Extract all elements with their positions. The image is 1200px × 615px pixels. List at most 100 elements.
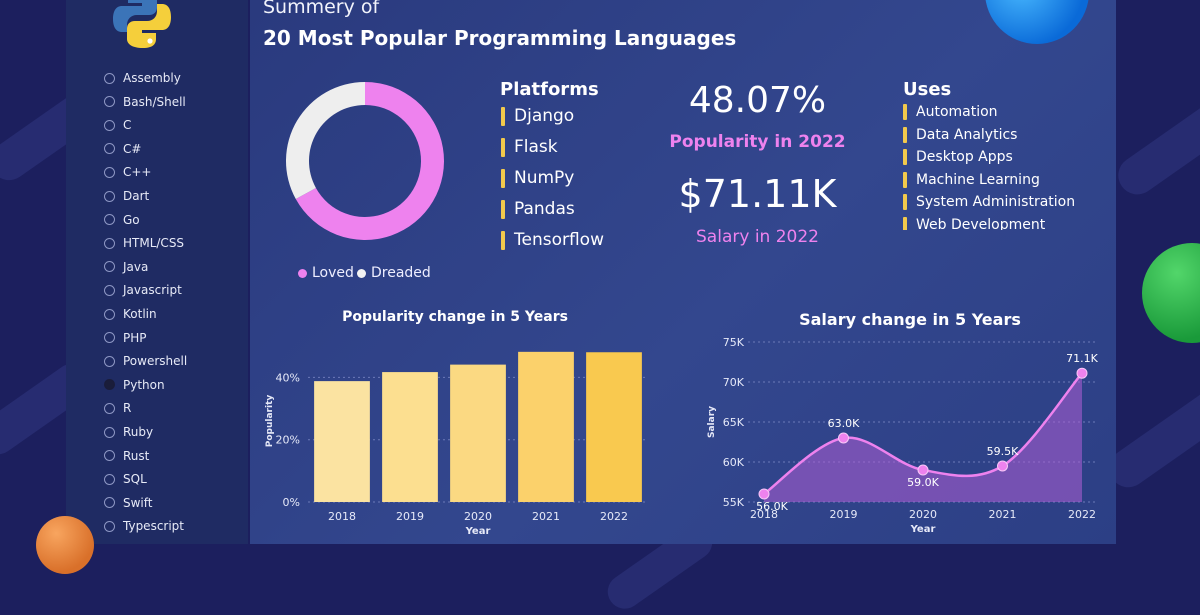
radio-unselected-icon[interactable] bbox=[104, 190, 115, 202]
legend-item-loved: Loved bbox=[298, 265, 354, 281]
radio-unselected-icon[interactable] bbox=[104, 119, 115, 131]
use-label: Machine Learning bbox=[916, 171, 1040, 188]
use-label: Web Development bbox=[916, 217, 1046, 230]
legend-swatch-dreaded bbox=[357, 268, 366, 278]
legend-item-dreaded: Dreaded bbox=[357, 265, 431, 281]
radio-unselected-icon[interactable] bbox=[104, 426, 115, 438]
slicer-item-label: C# bbox=[123, 141, 142, 156]
slicer-item[interactable]: C# bbox=[104, 140, 141, 158]
slicer-item[interactable]: C bbox=[104, 116, 131, 134]
yellow-bullet-icon bbox=[501, 106, 505, 126]
slicer-item-label: C++ bbox=[123, 165, 152, 180]
bar-x-tick-label: 2022 bbox=[600, 510, 628, 523]
radio-unselected-icon[interactable] bbox=[104, 355, 115, 367]
background-stripe bbox=[1110, 96, 1200, 202]
bar-2021 bbox=[518, 351, 574, 502]
use-item: Machine Learning bbox=[903, 171, 1040, 188]
slicer-item[interactable]: R bbox=[104, 399, 131, 417]
slicer-item-label: PHP bbox=[123, 330, 147, 345]
yellow-bullet-icon bbox=[903, 171, 907, 188]
use-item: Desktop Apps bbox=[903, 149, 1013, 166]
radio-unselected-icon[interactable] bbox=[104, 308, 115, 320]
slicer-item[interactable]: Swift bbox=[104, 494, 152, 512]
radio-unselected-icon[interactable] bbox=[104, 166, 115, 178]
bar-x-tick-label: 2020 bbox=[464, 510, 492, 523]
area-y-tick-label: 65K bbox=[723, 416, 745, 429]
slicer-item-label: Bash/Shell bbox=[123, 94, 186, 109]
radio-unselected-icon[interactable] bbox=[104, 332, 115, 344]
slicer-item[interactable]: Go bbox=[104, 211, 140, 229]
yellow-bullet-icon bbox=[903, 104, 907, 120]
slicer-item-label: R bbox=[123, 401, 132, 416]
yellow-bullet-icon bbox=[903, 217, 907, 230]
slicer-item-label: Rust bbox=[123, 448, 150, 463]
bar-x-tick-label: 2018 bbox=[328, 510, 356, 523]
radio-unselected-icon[interactable] bbox=[104, 497, 115, 509]
slicer-item[interactable]: Javascript bbox=[104, 281, 182, 299]
slicer-item[interactable]: Typescript bbox=[104, 517, 184, 535]
radio-selected-icon[interactable] bbox=[104, 379, 115, 391]
salary-data-label: 56.0K bbox=[756, 500, 788, 513]
slicer-item-label: Go bbox=[123, 212, 140, 227]
slicer-item[interactable]: Powershell bbox=[104, 352, 187, 370]
slicer-item[interactable]: C++ bbox=[104, 163, 152, 181]
salary-point-2019 bbox=[838, 432, 849, 444]
decorative-green-sphere bbox=[1142, 243, 1200, 343]
donut-slice-dreaded bbox=[286, 82, 365, 200]
platform-label: Flask bbox=[514, 137, 558, 157]
salary-point-2018 bbox=[758, 488, 770, 500]
slicer-item-label: Kotlin bbox=[123, 307, 157, 321]
radio-unselected-icon[interactable] bbox=[104, 450, 115, 462]
area-x-tick-label: 2020 bbox=[909, 508, 937, 521]
legend-label-loved: Loved bbox=[312, 265, 354, 281]
yellow-bullet-icon bbox=[501, 137, 505, 157]
slicer-item[interactable]: SQL bbox=[104, 470, 147, 488]
radio-unselected-icon[interactable] bbox=[104, 261, 115, 273]
slicer-item[interactable]: Ruby bbox=[104, 423, 153, 441]
bar-2020 bbox=[450, 364, 506, 502]
radio-unselected-icon[interactable] bbox=[104, 96, 115, 108]
radio-unselected-icon[interactable] bbox=[104, 402, 115, 414]
platform-item: Django bbox=[501, 106, 574, 126]
slicer-item[interactable]: HTML/CSS bbox=[104, 234, 184, 252]
popularity-kpi-value: 48.07% bbox=[688, 80, 827, 121]
slicer-item[interactable]: PHP bbox=[104, 329, 147, 347]
legend-swatch-loved bbox=[298, 268, 307, 278]
platform-item: Tensorflow bbox=[501, 230, 604, 250]
radio-unselected-icon[interactable] bbox=[104, 473, 115, 485]
radio-unselected-icon[interactable] bbox=[104, 72, 115, 84]
slicer-item-label: Dart bbox=[123, 189, 150, 203]
yellow-bullet-icon bbox=[903, 126, 907, 143]
salary-data-label: 59.5K bbox=[987, 445, 1019, 458]
popularity-kpi-label: Popularity in 2022 bbox=[669, 132, 846, 152]
slicer-item[interactable]: Bash/Shell bbox=[104, 93, 186, 111]
radio-unselected-icon[interactable] bbox=[104, 214, 115, 226]
use-label: Data Analytics bbox=[916, 126, 1018, 143]
use-item: Automation bbox=[903, 104, 998, 120]
slicer-item[interactable]: Python bbox=[104, 376, 165, 394]
salary-point-2020 bbox=[917, 464, 929, 476]
slicer-item-label: Javascript bbox=[123, 283, 182, 298]
salary-kpi-label: Salary in 2022 bbox=[696, 227, 819, 247]
radio-unselected-icon[interactable] bbox=[104, 520, 115, 532]
slicer-item[interactable]: Kotlin bbox=[104, 305, 157, 323]
slicer-item-label: Ruby bbox=[123, 425, 154, 439]
slicer-item-label: Swift bbox=[123, 495, 153, 510]
yellow-bullet-icon bbox=[501, 230, 505, 250]
slicer-item-label: C bbox=[123, 118, 132, 133]
radio-unselected-icon[interactable] bbox=[104, 143, 115, 155]
area-chart-title: Salary change in 5 Years bbox=[799, 310, 1021, 329]
slicer-item[interactable]: Java bbox=[104, 258, 148, 276]
slicer-item-label: HTML/CSS bbox=[123, 236, 185, 251]
use-item: Data Analytics bbox=[903, 126, 1018, 143]
slicer-item-label: Python bbox=[123, 377, 165, 392]
bar-y-tick-label: 0% bbox=[283, 496, 300, 509]
slicer-item[interactable]: Assembly bbox=[104, 69, 181, 87]
slicer-item-label: SQL bbox=[123, 472, 147, 487]
slicer-item[interactable]: Rust bbox=[104, 447, 149, 465]
radio-unselected-icon[interactable] bbox=[104, 237, 115, 249]
radio-unselected-icon[interactable] bbox=[104, 284, 115, 296]
slicer-item[interactable]: Dart bbox=[104, 187, 149, 205]
platform-item: Flask bbox=[501, 137, 558, 157]
